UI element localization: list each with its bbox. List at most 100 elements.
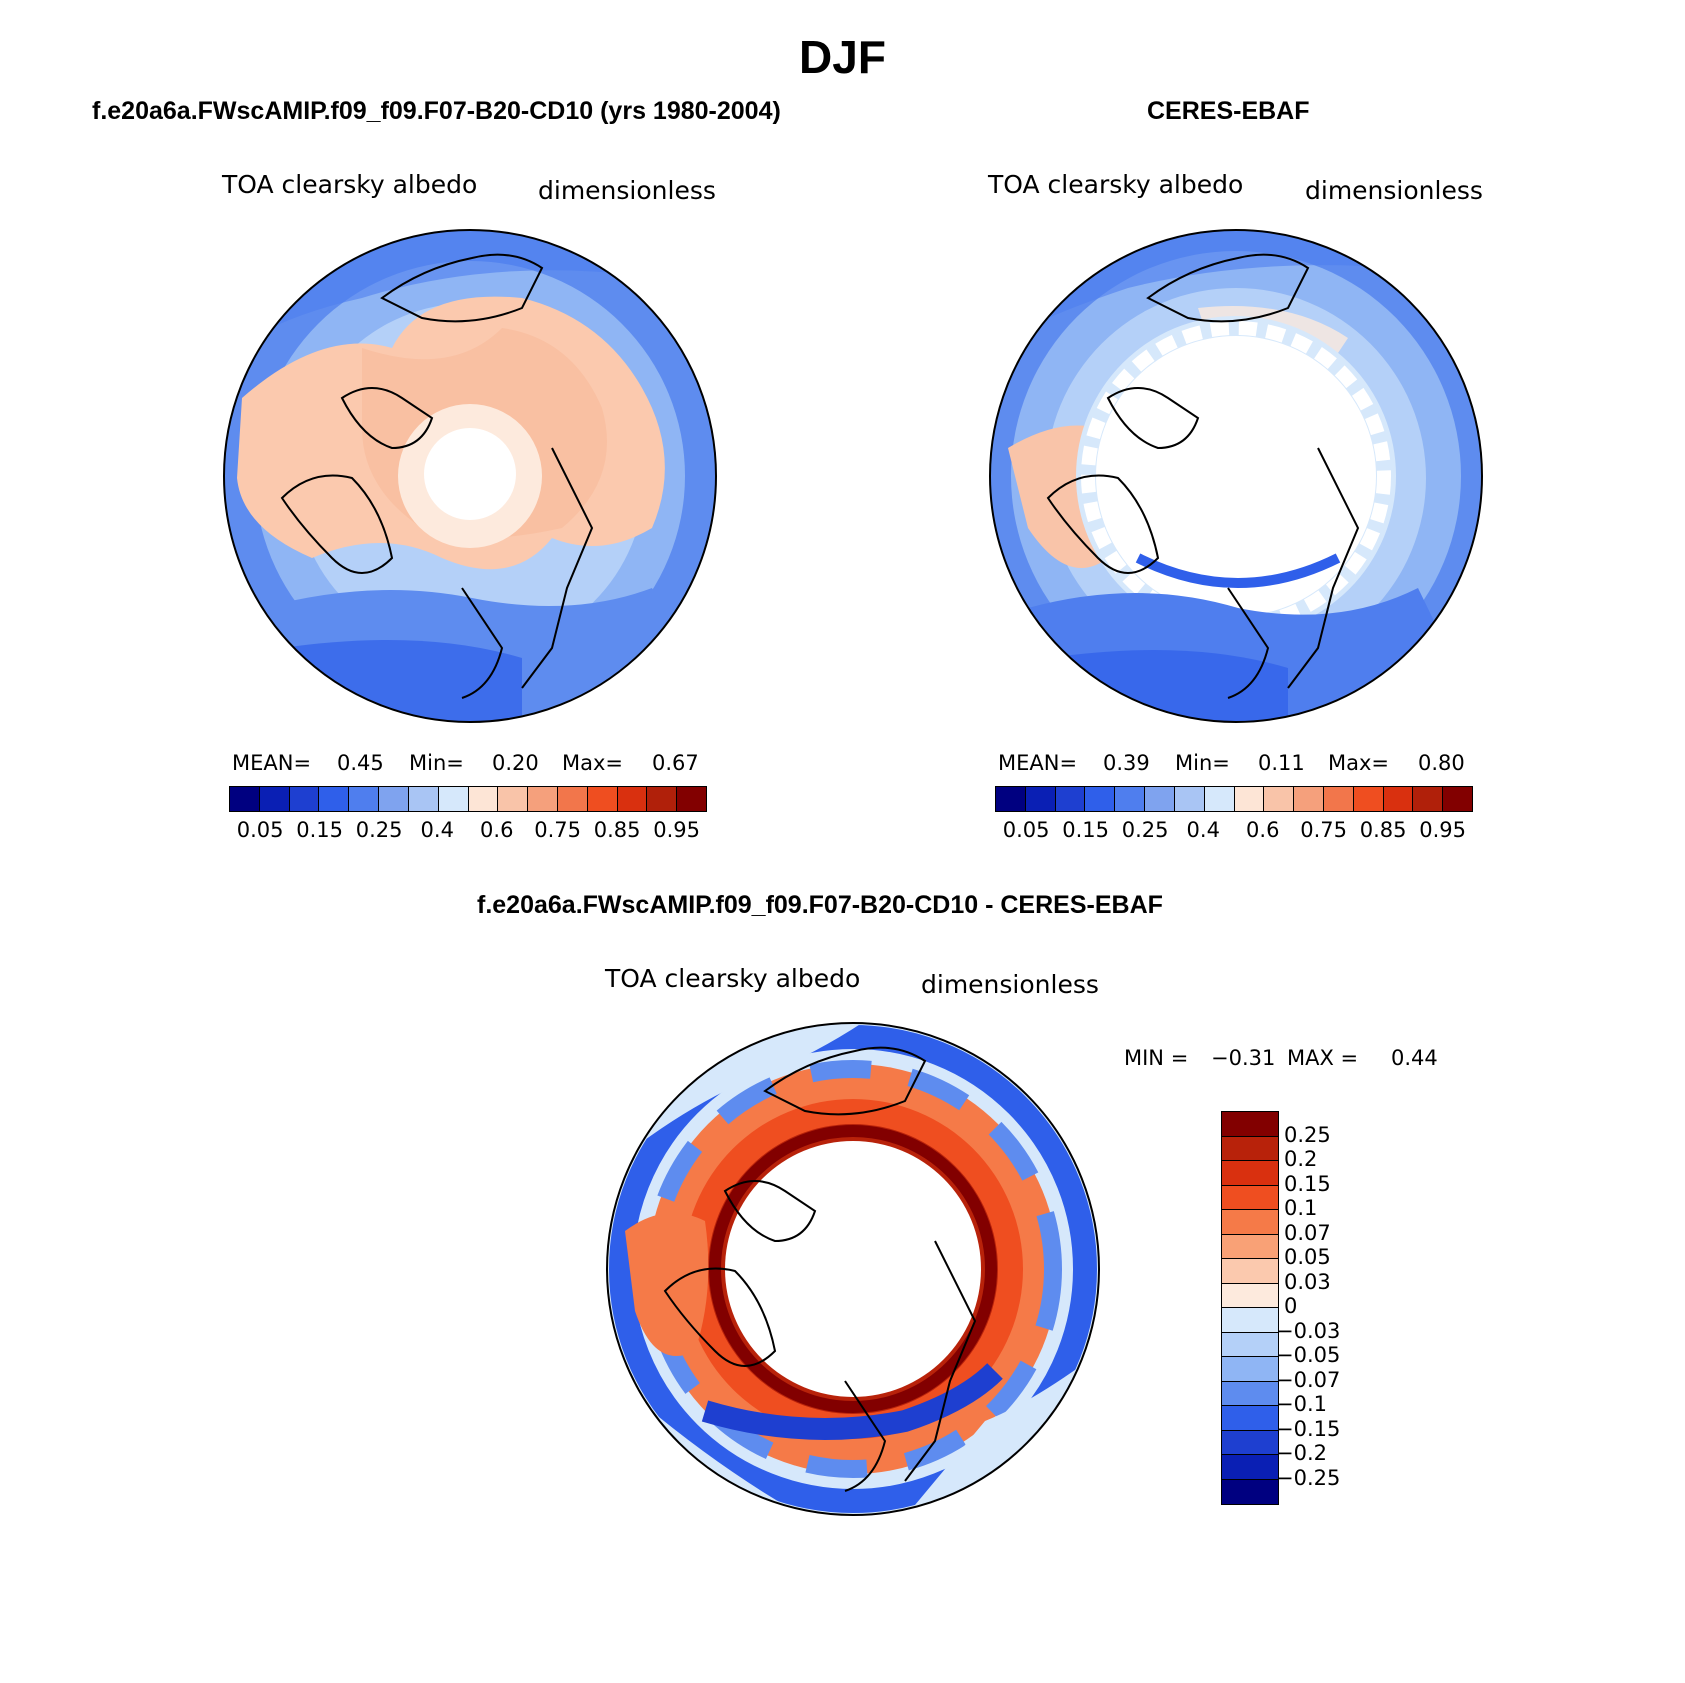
colorbar-tick-label: 0.25 xyxy=(1284,1122,1331,1147)
obs-mean-value: 0.39 xyxy=(1103,751,1150,775)
colorbar-box xyxy=(259,787,290,811)
diff-polar-map xyxy=(606,1022,1100,1516)
colorbar-tick-label: −0.15 xyxy=(1276,1416,1341,1441)
colorbar-tick-label: 0.2 xyxy=(1284,1147,1318,1171)
colorbar-box xyxy=(1222,1210,1278,1235)
colorbar-box xyxy=(1222,1479,1278,1504)
colorbar-tick-label: 0.25 xyxy=(355,818,403,842)
obs-colorbar-ticks: 0.05 0.15 0.25 0.4 0.6 0.75 0.85 0.95 xyxy=(995,818,1471,844)
model-polar-map xyxy=(223,229,717,723)
colorbar-box xyxy=(1222,1185,1278,1210)
colorbar-tick-label: 0.6 xyxy=(1246,818,1280,842)
colorbar-tick-label: 0.05 xyxy=(1284,1245,1331,1269)
colorbar-tick-label: 0.6 xyxy=(480,818,514,842)
obs-mean-label: MEAN= xyxy=(998,751,1078,775)
colorbar-tick-label: 0.15 xyxy=(296,818,344,842)
colorbar-tick-label: 0.25 xyxy=(1121,818,1169,842)
colorbar-tick-label: −0.2 xyxy=(1276,1441,1327,1465)
diff-min-label: MIN = xyxy=(1124,1046,1189,1070)
colorbar-box xyxy=(1413,787,1444,811)
colorbar-tick-label: 0.95 xyxy=(1419,818,1467,842)
colorbar-tick-label: 0.15 xyxy=(1284,1171,1331,1196)
colorbar-box xyxy=(468,787,499,811)
colorbar-box xyxy=(289,787,320,811)
diff-max-label: MAX = xyxy=(1287,1046,1359,1070)
colorbar-tick-label: 0.4 xyxy=(1186,818,1220,842)
colorbar-box xyxy=(1174,787,1205,811)
colorbar-box xyxy=(1294,787,1324,811)
colorbar-box xyxy=(528,787,558,811)
colorbar-tick-label: 0.85 xyxy=(1359,818,1407,842)
obs-panel-title: CERES-EBAF xyxy=(1147,97,1310,125)
diff-min-value: −0.31 xyxy=(1211,1046,1276,1070)
colorbar-box xyxy=(1222,1332,1278,1357)
colorbar-box xyxy=(1383,787,1414,811)
colorbar-tick-label: 0.03 xyxy=(1284,1269,1331,1294)
colorbar-box xyxy=(1353,787,1384,811)
model-mean-value: 0.45 xyxy=(337,751,384,775)
model-max-value: 0.67 xyxy=(652,751,699,775)
colorbar-box xyxy=(1443,787,1472,811)
colorbar-box xyxy=(996,787,1026,811)
colorbar-box xyxy=(647,787,678,811)
colorbar-box xyxy=(1222,1381,1278,1406)
model-colorbar xyxy=(229,786,707,812)
colorbar-box xyxy=(319,787,350,811)
colorbar-box xyxy=(1055,787,1086,811)
model-max-label: Max= xyxy=(562,751,624,775)
colorbar-box xyxy=(1323,787,1354,811)
colorbar-box xyxy=(1222,1112,1278,1137)
model-min-label: Min= xyxy=(409,751,464,775)
colorbar-tick-label: 0 xyxy=(1284,1294,1298,1318)
colorbar-tick-label: −0.07 xyxy=(1276,1367,1341,1392)
colorbar-box xyxy=(587,787,618,811)
colorbar-box xyxy=(1222,1136,1278,1161)
colorbar-box xyxy=(379,787,409,811)
obs-units-label: dimensionless xyxy=(1305,176,1483,205)
colorbar-box xyxy=(1222,1161,1278,1186)
colorbar-box xyxy=(438,787,469,811)
colorbar-box xyxy=(1222,1283,1278,1308)
colorbar-tick-label: −0.05 xyxy=(1276,1343,1341,1367)
colorbar-tick-label: 0.07 xyxy=(1284,1220,1331,1245)
obs-polar-map xyxy=(989,229,1483,723)
colorbar-box xyxy=(617,787,648,811)
diff-colorbar xyxy=(1221,1111,1279,1505)
colorbar-box xyxy=(1222,1406,1278,1431)
diff-units-label: dimensionless xyxy=(921,970,1099,999)
colorbar-tick-label: −0.1 xyxy=(1276,1392,1327,1416)
colorbar-tick-label: 0.95 xyxy=(653,818,701,842)
model-mean-label: MEAN= xyxy=(232,751,312,775)
colorbar-tick-label: 0.15 xyxy=(1062,818,1110,842)
obs-min-label: Min= xyxy=(1175,751,1230,775)
colorbar-tick-label: 0.05 xyxy=(236,818,284,842)
obs-min-value: 0.11 xyxy=(1258,751,1305,775)
colorbar-tick-label: −0.03 xyxy=(1276,1318,1341,1343)
diff-colorbar-ticks: 0.25 0.2 0.15 0.1 0.07 0.05 0.03 0 −0.03 −0.05 −0.… xyxy=(1276,1111,1404,1503)
model-panel-title: f.e20a6a.FWscAMIP.f09_f09.F07-B20-CD10 (… xyxy=(92,97,781,125)
colorbar-box xyxy=(1222,1308,1278,1333)
colorbar-box xyxy=(1222,1455,1278,1480)
colorbar-box xyxy=(1115,787,1146,811)
diff-variable-label: TOA clearsky albedo xyxy=(605,964,861,993)
colorbar-box xyxy=(1222,1430,1278,1455)
obs-max-label: Max= xyxy=(1328,751,1390,775)
colorbar-tick-label: 0.05 xyxy=(1002,818,1050,842)
colorbar-box xyxy=(557,787,588,811)
colorbar-box xyxy=(1222,1357,1278,1382)
colorbar-box xyxy=(1264,787,1295,811)
obs-variable-label: TOA clearsky albedo xyxy=(988,170,1244,199)
colorbar-tick-label: 0.75 xyxy=(534,818,582,842)
colorbar-box xyxy=(1222,1234,1278,1259)
colorbar-box xyxy=(230,787,260,811)
colorbar-box xyxy=(1025,787,1056,811)
colorbar-box xyxy=(408,787,439,811)
colorbar-tick-label: 0.85 xyxy=(593,818,641,842)
colorbar-box xyxy=(1222,1259,1278,1284)
colorbar-box xyxy=(1085,787,1116,811)
colorbar-tick-label: −0.25 xyxy=(1276,1465,1341,1490)
colorbar-tick-label: 0.75 xyxy=(1300,818,1348,842)
diff-panel-title: f.e20a6a.FWscAMIP.f09_f09.F07-B20-CD10 -… xyxy=(477,891,1163,919)
model-variable-label: TOA clearsky albedo xyxy=(222,170,478,199)
colorbar-box xyxy=(677,787,706,811)
